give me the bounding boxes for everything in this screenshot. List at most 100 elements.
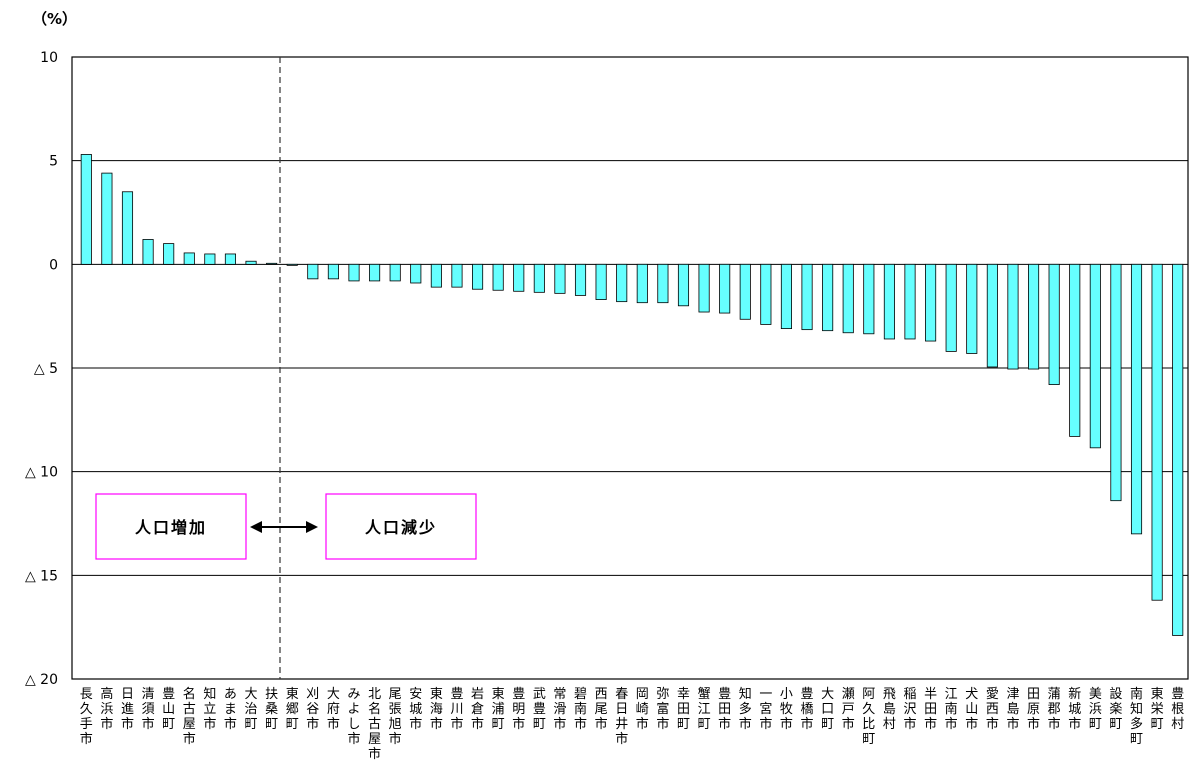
category-label: 豊橋市 — [801, 687, 814, 732]
y-tick-label: △ 20 — [25, 672, 58, 688]
category-label: 飛島村 — [883, 687, 896, 732]
bar — [224, 253, 236, 265]
category-label: 春日井市 — [615, 687, 628, 747]
category-label: 蟹江町 — [698, 687, 711, 732]
category-label: 北名古屋市 — [368, 687, 381, 762]
category-label: 半田市 — [924, 687, 937, 732]
bar — [1048, 263, 1060, 385]
category-label: 小牧市 — [780, 687, 793, 732]
bar — [698, 263, 710, 313]
category-label: 蒲郡市 — [1048, 687, 1061, 732]
ticks-layer: 10 5 0 △ 5 △ 10 △ 15 △ 20 — [25, 50, 58, 688]
bar — [822, 263, 834, 332]
category-label: 扶桑町 — [265, 687, 278, 732]
category-label: 設楽町 — [1109, 686, 1122, 732]
category-label: 東海市 — [430, 686, 443, 732]
category-label: 大口町 — [821, 687, 834, 732]
y-tick-label: 5 — [49, 154, 58, 170]
category-label: 幸田町 — [677, 687, 690, 732]
category-label: 阿久比町 — [862, 687, 875, 747]
category-label: 豊田市 — [718, 687, 731, 732]
category-label: 稲沢市 — [903, 687, 916, 732]
bar — [657, 263, 669, 304]
bar — [533, 263, 545, 293]
bar — [595, 263, 607, 300]
bar — [245, 260, 257, 265]
category-label: 南知多町 — [1130, 686, 1143, 747]
y-tick-label: △ 15 — [25, 568, 58, 584]
y-tick-label: 0 — [49, 257, 58, 273]
bar — [492, 263, 504, 291]
bar — [513, 263, 525, 292]
category-label: みよし市 — [347, 687, 360, 747]
bar — [1069, 263, 1081, 437]
bar — [389, 263, 401, 282]
bar — [142, 239, 154, 265]
bar — [266, 262, 278, 265]
bar — [719, 263, 731, 314]
bar — [986, 263, 998, 368]
category-label: 東浦町 — [492, 686, 505, 732]
bar — [801, 263, 813, 331]
y-tick-label: △ 10 — [25, 465, 58, 481]
category-label: 犬山市 — [965, 687, 978, 732]
bar — [307, 263, 319, 280]
bars-layer — [80, 154, 1184, 636]
bar — [327, 263, 339, 280]
bar — [183, 252, 195, 265]
category-label: 刈谷市 — [306, 687, 319, 732]
increase-box — [95, 493, 247, 560]
category-label: 豊根村 — [1171, 687, 1184, 732]
category-label: 尾張旭市 — [389, 687, 402, 747]
bar — [369, 263, 381, 282]
decrease-label: 人口減少 — [365, 518, 437, 537]
bar — [1007, 263, 1019, 370]
category-label: 碧南市 — [574, 687, 587, 732]
increase-label: 人口増加 — [135, 518, 207, 537]
y-tick-label: △ 5 — [34, 361, 58, 377]
double-arrow-icon — [250, 521, 318, 533]
bar — [80, 154, 92, 265]
category-label: 美浜町 — [1089, 687, 1102, 732]
y-unit-label: （%） — [32, 10, 78, 28]
category-label: 名古屋市 — [183, 686, 196, 747]
bar — [1130, 263, 1143, 535]
bar — [1028, 263, 1040, 370]
bar — [204, 253, 216, 265]
decrease-box — [325, 493, 477, 560]
category-label: 西尾市 — [595, 687, 608, 732]
category-label: 常滑市 — [553, 687, 566, 732]
category-label: 豊川市 — [450, 687, 463, 732]
bar — [904, 263, 916, 340]
category-label: 大治町 — [245, 687, 258, 732]
bar — [677, 263, 690, 307]
bar — [1172, 263, 1184, 636]
bar — [410, 263, 422, 284]
bar — [286, 263, 298, 266]
bar — [430, 263, 442, 288]
category-label: 高浜市 — [100, 686, 113, 732]
category-label: 安城市 — [409, 687, 422, 732]
bar — [636, 263, 648, 304]
category-label: 豊山町 — [162, 687, 175, 732]
bar — [863, 263, 875, 335]
bar — [616, 263, 628, 303]
bar — [760, 263, 772, 325]
category-label: 大府市 — [327, 687, 340, 732]
category-label: 知多市 — [739, 686, 752, 732]
category-label: 弥富市 — [656, 686, 669, 732]
bar — [451, 263, 463, 288]
category-label: 武豊町 — [533, 687, 546, 732]
category-label: 日進市 — [121, 687, 134, 732]
bar — [554, 263, 566, 294]
grid-layer — [72, 160, 1188, 576]
bar — [842, 263, 854, 334]
category-label: 豊明市 — [512, 687, 525, 732]
bar — [739, 263, 751, 320]
category-label: 清須市 — [142, 687, 155, 732]
category-label: 愛西市 — [986, 687, 999, 732]
category-label: 新城市 — [1068, 686, 1081, 732]
category-label: 岩倉市 — [471, 687, 484, 732]
bar — [1151, 263, 1163, 601]
